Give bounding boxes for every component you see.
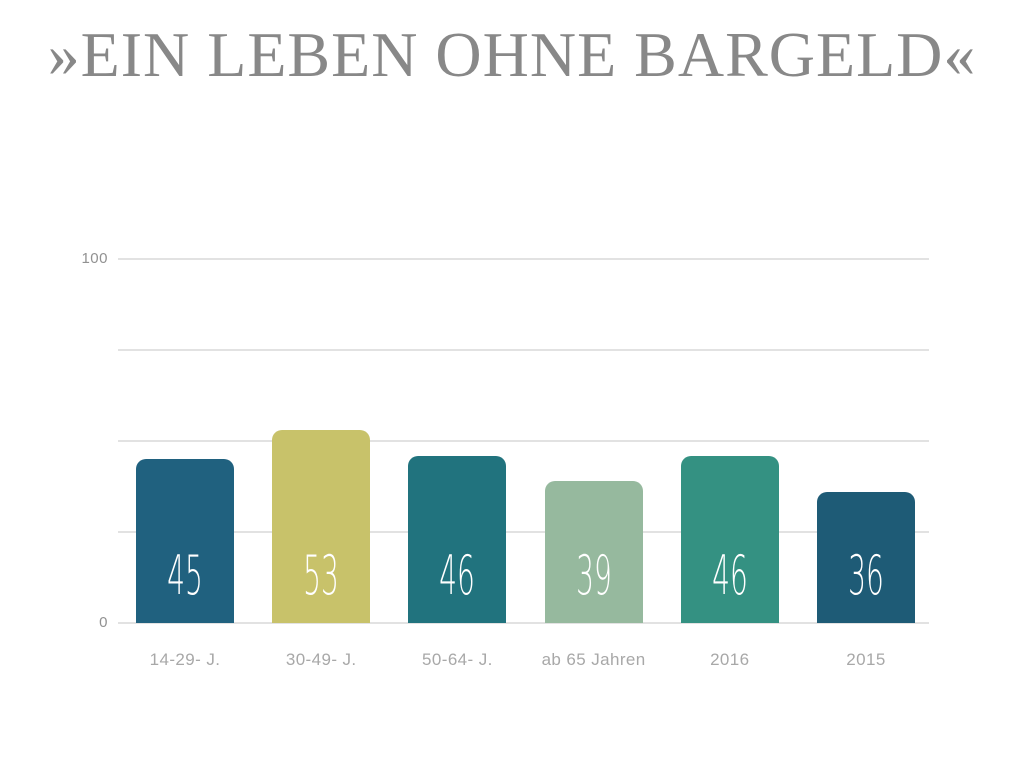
bar-value-label: 46 [439, 544, 476, 607]
gridline [118, 349, 929, 351]
bar-value-label: 45 [167, 544, 203, 607]
bar-2016: 46 [680, 455, 779, 623]
x-axis-label: 30-49- J. [285, 650, 357, 669]
chart-title: »EIN LEBEN OHNE BARGELD« [47, 19, 977, 90]
x-axis-label: 2016 [710, 650, 750, 669]
y-axis-tick-100: 100 [81, 250, 108, 267]
bar-value-label: 53 [303, 544, 340, 607]
x-axis-label: 50-64- J. [422, 650, 493, 669]
y-axis-tick-0: 0 [99, 614, 108, 631]
bar-value-label: 46 [711, 544, 748, 607]
bar-ab-65-jahren: 39 [544, 481, 643, 623]
x-axis-label: 14-29- J. [149, 650, 221, 669]
x-axis-label: ab 65 Jahren [541, 650, 646, 669]
bar-50-64-j: 46 [408, 455, 507, 623]
gridline [118, 258, 929, 260]
bar-2015: 36 [817, 491, 915, 623]
bar-value-label: 39 [575, 544, 612, 607]
bar-value-label: 36 [848, 544, 884, 607]
bar-30-49-j: 53 [272, 430, 371, 623]
gridline [118, 622, 929, 624]
gridline [118, 531, 929, 533]
bar-14-29-j: 45 [136, 459, 234, 623]
plot-area: 45 53 46 39 46 36 [118, 258, 929, 624]
gridline [118, 440, 929, 442]
x-axis-label: 2015 [846, 650, 886, 669]
